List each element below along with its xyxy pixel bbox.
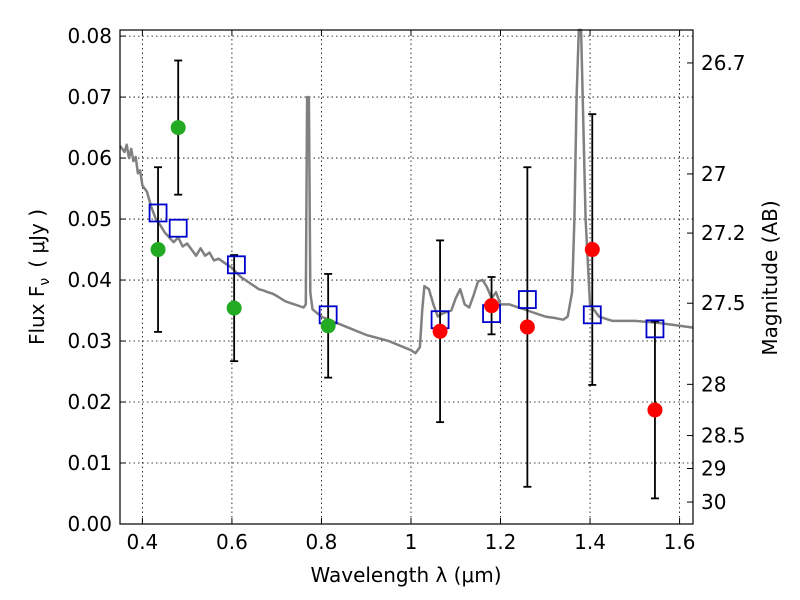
data-point bbox=[320, 318, 336, 334]
y-tick-label: 0.07 bbox=[67, 85, 112, 109]
model-square bbox=[148, 203, 168, 223]
right-tick-label: 29 bbox=[701, 457, 726, 481]
x-tick-label: 1.2 bbox=[485, 530, 517, 554]
spectrum-layer bbox=[118, 28, 694, 355]
right-axis-label: Magnitude (AB) bbox=[758, 200, 782, 355]
y-tick-label: 0.01 bbox=[67, 451, 112, 475]
right-tick-label: 28.5 bbox=[701, 424, 746, 448]
grid-lines bbox=[120, 30, 693, 524]
y-axis-label-unit: ( μJy ) bbox=[25, 209, 49, 268]
right-tick-labels: 26.7 27 27.2 27.5 28 28.5 29 30 bbox=[701, 51, 746, 514]
x-tick-label: 1 bbox=[405, 530, 418, 554]
y-tick-label: 0.03 bbox=[67, 329, 112, 353]
model-square bbox=[645, 319, 665, 339]
plot-frame bbox=[119, 29, 694, 525]
y-tick-labels: 0.00 0.01 0.02 0.03 0.04 0.05 0.06 0.07 0.08 bbox=[67, 24, 112, 536]
x-tick-label: 1.6 bbox=[664, 530, 696, 554]
y-axis-label-main: Flux F bbox=[25, 286, 49, 345]
axis-ticks bbox=[120, 30, 693, 525]
data-point bbox=[226, 300, 242, 316]
model-square bbox=[517, 290, 537, 309]
y-axis-label-subscript: ν bbox=[37, 278, 53, 286]
model-square bbox=[582, 305, 602, 325]
x-axis-label: Wavelength λ (μm) bbox=[310, 563, 501, 587]
right-tick-label: 27.2 bbox=[701, 221, 746, 245]
y-axis-label: Flux Fν ( μJy ) bbox=[25, 209, 53, 345]
x-tick-label: 0.8 bbox=[306, 530, 338, 554]
x-tick-labels: 0.4 0.6 0.8 1 1.2 1.4 1.6 bbox=[126, 530, 695, 554]
y-tick-label: 0.02 bbox=[67, 390, 112, 414]
right-tick-label: 27 bbox=[701, 162, 726, 186]
right-tick-label: 28 bbox=[701, 372, 726, 396]
y-tick-label: 0.00 bbox=[67, 512, 112, 536]
y-tick-label: 0.06 bbox=[67, 146, 112, 170]
model-square bbox=[226, 255, 246, 275]
y-tick-label: 0.04 bbox=[67, 268, 112, 292]
y-tick-label: 0.05 bbox=[67, 207, 112, 231]
x-tick-label: 0.6 bbox=[216, 530, 248, 554]
right-tick-label: 27.5 bbox=[701, 291, 746, 315]
data-point bbox=[170, 120, 186, 136]
data-point bbox=[647, 402, 663, 418]
right-tick-label: 26.7 bbox=[701, 51, 746, 75]
data-point bbox=[150, 242, 166, 258]
right-tick-label: 30 bbox=[701, 490, 726, 514]
spectrum-line bbox=[118, 28, 694, 355]
data-point bbox=[484, 298, 500, 314]
model-square bbox=[168, 218, 188, 238]
markers bbox=[148, 120, 665, 418]
data-point bbox=[432, 323, 448, 339]
y-tick-label: 0.08 bbox=[67, 24, 112, 48]
x-tick-label: 1.4 bbox=[574, 530, 606, 554]
data-point bbox=[584, 242, 600, 258]
data-point bbox=[519, 319, 535, 335]
x-tick-label: 0.4 bbox=[126, 530, 158, 554]
